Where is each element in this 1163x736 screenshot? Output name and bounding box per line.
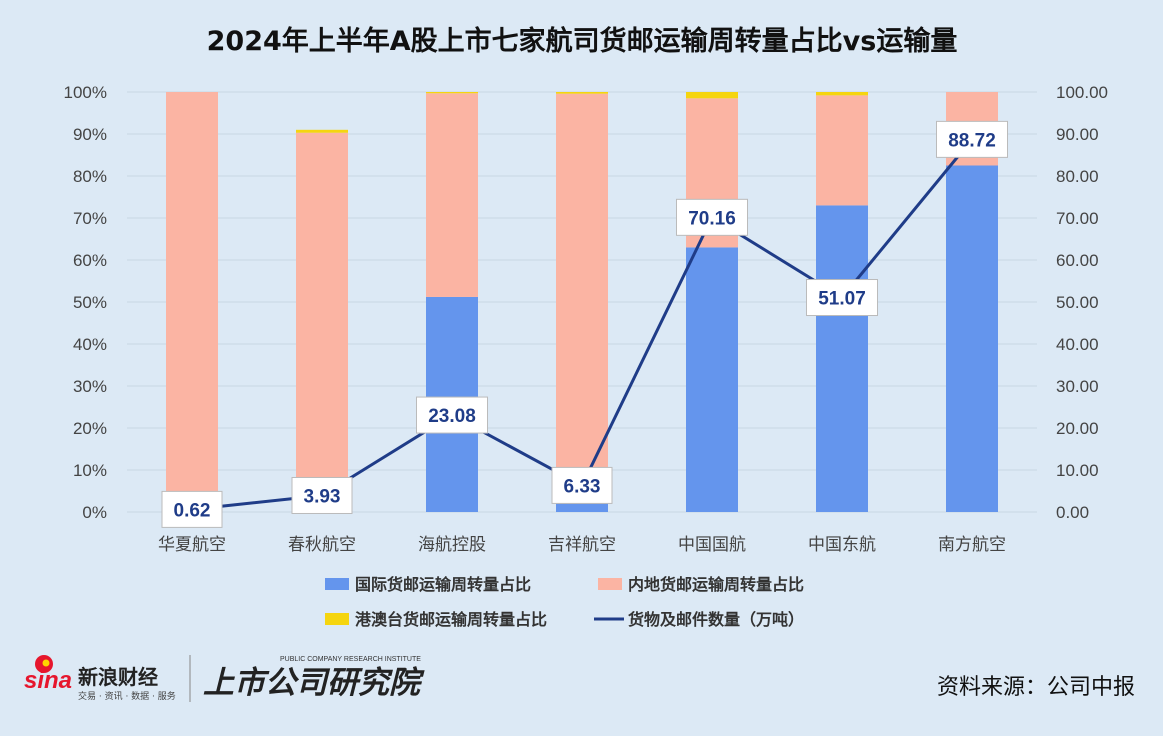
bar-segment [556,503,608,512]
left-tick-label: 10% [73,461,107,480]
legend-label: 内地货邮运输周转量占比 [628,575,804,594]
bar-segment [426,92,478,94]
right-axis: 0.00 10.00 20.00 30.00 40.00 50.00 60.00 70.00 8… [1056,83,1108,522]
bar-segment [556,93,608,504]
research-institute-name: 上市公司研究院 [203,665,425,701]
data-label-box [676,198,748,236]
footer: sina 新浪财经 交易 · 资讯 · 数据 · 服务 PUBLIC COMPA… [24,655,1135,702]
left-tick-label: 60% [73,251,107,270]
sina-eye-pupil-icon [42,659,50,667]
sina-logo: sina 新浪财经 交易 · 资讯 · 数据 · 服务 [24,655,176,702]
legend-swatch [598,578,622,590]
left-axis: 0% 10% 20% 30% 40% 50% 60% 70% 80% 90% 100% [64,83,107,522]
left-tick-label: 90% [73,125,107,144]
bar-segment [426,93,478,297]
bar-segment [166,92,218,510]
data-label: 70.16 [688,208,736,229]
right-tick-label: 50.00 [1056,293,1099,312]
data-label: 51.07 [818,289,866,310]
category-label: 海航控股 [418,535,486,555]
category-label: 中国国航 [678,535,746,555]
bar-segment [556,92,608,94]
left-tick-label: 70% [73,209,107,228]
category-label: 华夏航空 [158,535,226,555]
right-tick-label: 40.00 [1056,335,1099,354]
right-tick-label: 80.00 [1056,167,1099,186]
bar-segment [686,92,738,99]
bar-segment [816,95,868,206]
research-logo: PUBLIC COMPANY RESEARCH INSTITUTE 上市公司研究… [203,656,425,701]
category-label: 南方航空 [938,535,1006,555]
right-tick-label: 10.00 [1056,461,1099,480]
line-series: 0.62 3.93 23.08 6.33 70.16 51.07 88.72 [161,120,1008,528]
left-tick-label: 0% [82,503,107,522]
chart-title: 2024年上半年A股上市七家航司货邮运输周转量占比vs运输量 [207,25,958,57]
right-tick-label: 60.00 [1056,251,1099,270]
category-label: 春秋航空 [288,535,356,555]
legend-swatch [325,613,349,625]
category-label: 吉祥航空 [548,535,616,555]
bar-segment [816,92,868,96]
right-tick-label: 100.00 [1056,83,1108,102]
right-tick-label: 30.00 [1056,377,1099,396]
category-label: 中国东航 [808,535,876,555]
bar-segment [296,132,348,508]
left-tick-label: 40% [73,335,107,354]
legend-label: 国际货邮运输周转量占比 [355,575,531,594]
sina-brand-name: 新浪财经 [78,665,158,689]
data-label: 23.08 [428,406,476,427]
left-tick-label: 100% [64,83,107,102]
category-axis: 华夏航空 春秋航空 海航控股 吉祥航空 中国国航 中国东航 南方航空 [158,535,1006,555]
bar-segment [946,165,998,512]
bar-segment [686,247,738,512]
bar-segment [816,205,868,512]
bar-segment [296,129,348,133]
left-tick-label: 50% [73,293,107,312]
right-tick-label: 0.00 [1056,503,1089,522]
data-label: 0.62 [174,500,211,521]
data-label: 6.33 [564,476,601,497]
data-source: 资料来源：公司中报 [937,675,1135,700]
data-label-box [936,120,1008,158]
legend-label: 货物及邮件数量（万吨） [628,610,804,629]
legend-label: 港澳台货邮运输周转量占比 [355,610,547,629]
data-label-box [806,279,878,317]
legend-swatch [325,578,349,590]
data-label-box [416,396,488,434]
right-tick-label: 20.00 [1056,419,1099,438]
left-tick-label: 20% [73,419,107,438]
left-tick-label: 80% [73,167,107,186]
sina-wordmark: sina [24,667,72,694]
data-label-box [551,466,613,504]
data-label: 3.93 [304,486,341,507]
right-tick-label: 70.00 [1056,209,1099,228]
right-tick-label: 90.00 [1056,125,1099,144]
data-label-box [291,476,353,514]
research-institute-en: PUBLIC COMPANY RESEARCH INSTITUTE [280,656,421,663]
left-tick-label: 30% [73,377,107,396]
data-label: 88.72 [948,130,996,151]
sina-tagline: 交易 · 资讯 · 数据 · 服务 [78,690,176,702]
bars [166,92,998,512]
data-label-box [161,490,223,528]
